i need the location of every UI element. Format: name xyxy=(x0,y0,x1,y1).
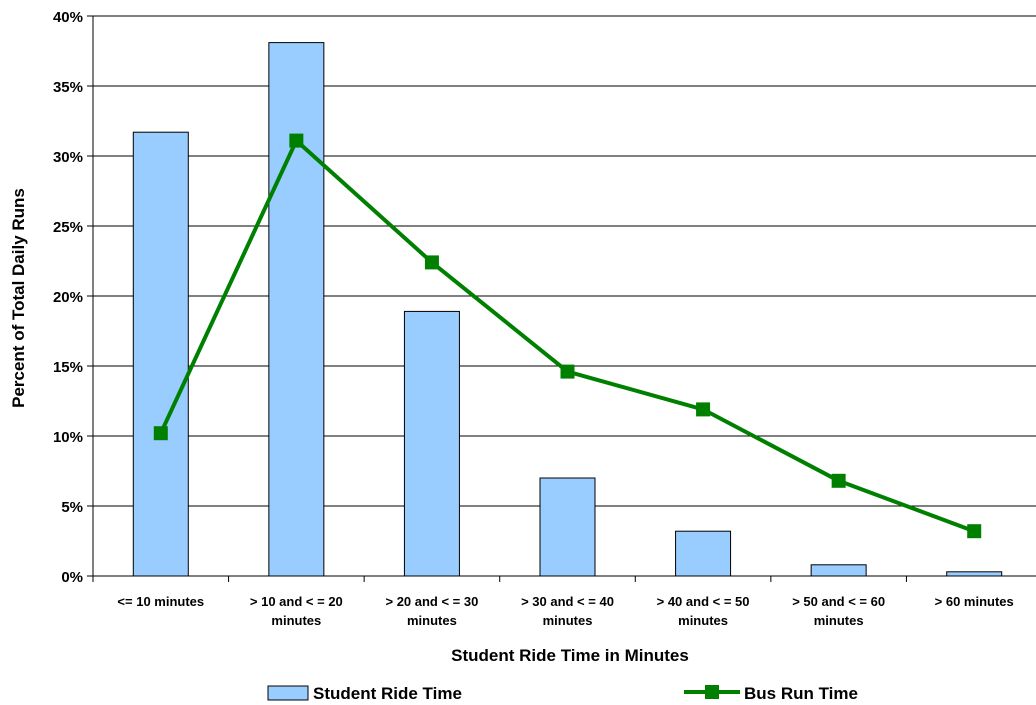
legend-label-student-ride-time: Student Ride Time xyxy=(313,684,462,703)
x-tick-label: <= 10 minutes xyxy=(117,594,204,609)
bar-series xyxy=(132,42,1003,577)
x-tick-label: > 10 and < = 20 minutes xyxy=(250,594,343,628)
y-tick-label: 15% xyxy=(53,359,83,376)
bar-student-ride-time xyxy=(539,477,596,577)
y-tick-label: 30% xyxy=(53,149,83,166)
x-tick-label-line: minutes xyxy=(271,613,321,628)
x-tick-label-line: minutes xyxy=(543,613,593,628)
bar-student-ride-time xyxy=(268,42,325,577)
x-tick-label: > 60 minutes xyxy=(935,594,1014,609)
gridlines xyxy=(93,15,1036,507)
x-tick-label-line: > 20 and < = 30 xyxy=(385,594,478,609)
y-tick-labels: 0% 5% 10% 15% 20% 25% 30% 35% 40% xyxy=(53,9,83,586)
x-tick-label-line: minutes xyxy=(678,613,728,628)
bar-student-ride-time xyxy=(132,131,189,577)
y-tick-label: 0% xyxy=(61,569,83,586)
legend-marker-bus-run-time xyxy=(705,685,719,699)
y-tick-label: 35% xyxy=(53,79,83,96)
x-axis-label: Student Ride Time in Minutes xyxy=(451,646,689,665)
bar-student-ride-time xyxy=(403,310,460,577)
x-tick-label: > 50 and < = 60 minutes xyxy=(792,594,885,628)
y-axis-label: Percent of Total Daily Runs xyxy=(9,188,28,408)
x-tick-label-line: minutes xyxy=(814,613,864,628)
marker-bus-run-time xyxy=(560,364,575,379)
bar-student-ride-time xyxy=(675,530,732,577)
marker-bus-run-time xyxy=(424,255,439,270)
marker-bus-run-time xyxy=(696,402,711,417)
x-tick-label-line: > 10 and < = 20 xyxy=(250,594,343,609)
y-tick-label: 20% xyxy=(53,289,83,306)
legend-swatch-student-ride-time xyxy=(267,685,309,701)
x-tick-label-line: > 30 and < = 40 xyxy=(521,594,614,609)
x-tick-label-line: > 50 and < = 60 xyxy=(792,594,885,609)
y-tick-label: 5% xyxy=(61,499,83,516)
x-tick-label-line: minutes xyxy=(407,613,457,628)
marker-bus-run-time xyxy=(289,133,304,148)
axes xyxy=(87,15,1036,582)
bar-student-ride-time xyxy=(946,571,1003,577)
x-tick-label: > 40 and < = 50 minutes xyxy=(657,594,750,628)
y-tick-label: 10% xyxy=(53,429,83,446)
x-tick-label-line: > 40 and < = 50 xyxy=(657,594,750,609)
legend-label-bus-run-time: Bus Run Time xyxy=(744,684,858,703)
line-series xyxy=(153,133,982,539)
y-tick-label: 40% xyxy=(53,9,83,26)
x-tick-label: > 20 and < = 30 minutes xyxy=(385,594,478,628)
x-tick-label-line: <= 10 minutes xyxy=(117,594,204,609)
marker-bus-run-time xyxy=(153,426,168,441)
marker-bus-run-time xyxy=(831,473,846,488)
x-tick-labels: <= 10 minutes > 10 and < = 20 minutes> 20 … xyxy=(117,594,1013,628)
legend: Student Ride Time Bus Run Time xyxy=(267,684,858,703)
marker-bus-run-time xyxy=(967,524,982,539)
x-tick-label-line: > 60 minutes xyxy=(935,594,1014,609)
bar-student-ride-time xyxy=(810,564,867,577)
y-tick-label: 25% xyxy=(53,219,83,236)
x-tick-label: > 30 and < = 40 minutes xyxy=(521,594,614,628)
